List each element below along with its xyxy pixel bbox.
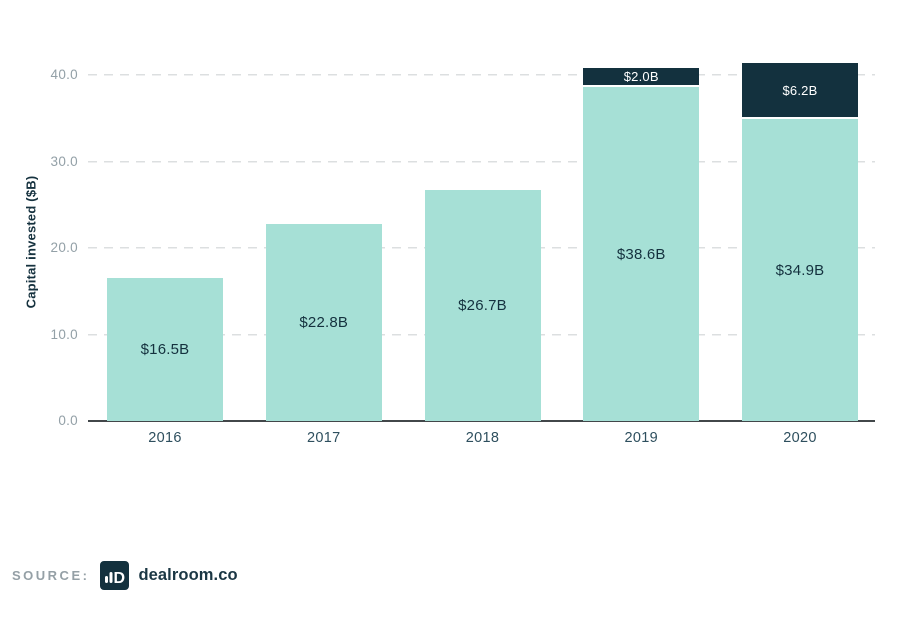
bar-2019-bottom-segment: $38.6B <box>583 87 700 421</box>
bar-2017-bottom-segment: $22.8B <box>265 224 382 421</box>
source-label: SOURCE: <box>12 568 90 583</box>
bar-value-label: $16.5B <box>140 341 190 358</box>
x-tick-label-2017: 2017 <box>307 430 341 446</box>
bar-2020-bottom-segment: $34.9B <box>742 119 858 421</box>
y-tick-label: 30.0 <box>50 153 78 169</box>
source-name: dealroom.co <box>138 566 238 584</box>
y-tick-label: 40.0 <box>50 67 78 82</box>
bar-value-label: $22.8B <box>299 314 349 331</box>
bar-2019-top-segment: $2.0B <box>583 68 700 85</box>
dealroom-logo-icon: D <box>100 561 130 590</box>
bar-2020-top-segment: $6.2B <box>742 63 858 117</box>
x-tick-label-2018: 2018 <box>465 430 500 446</box>
x-axis-line <box>88 420 875 422</box>
source-row: SOURCE: D dealroom.co <box>12 561 238 590</box>
bar-2018-bottom-segment: $26.7B <box>424 190 541 421</box>
svg-text:D: D <box>114 570 126 587</box>
bar-2016-bottom-segment: $16.5B <box>107 278 223 421</box>
x-tick-label-2016: 2016 <box>148 430 182 446</box>
gridline-40.0 <box>88 74 875 76</box>
x-tick-label-2020: 2020 <box>783 430 817 446</box>
y-tick-label: 10.0 <box>50 326 78 342</box>
y-tick-label: 20.0 <box>50 240 78 255</box>
bar-value-label: $2.0B <box>623 69 659 84</box>
gridline-30.0 <box>88 160 875 163</box>
x-tick-label-2019: 2019 <box>624 430 658 446</box>
bar-value-label: $6.2B <box>782 82 818 98</box>
bar-value-label: $38.6B <box>616 245 666 263</box>
bar-value-label: $26.7B <box>458 297 507 314</box>
bar-value-label: $34.9B <box>775 261 825 279</box>
y-tick-label: 0.0 <box>58 413 78 428</box>
